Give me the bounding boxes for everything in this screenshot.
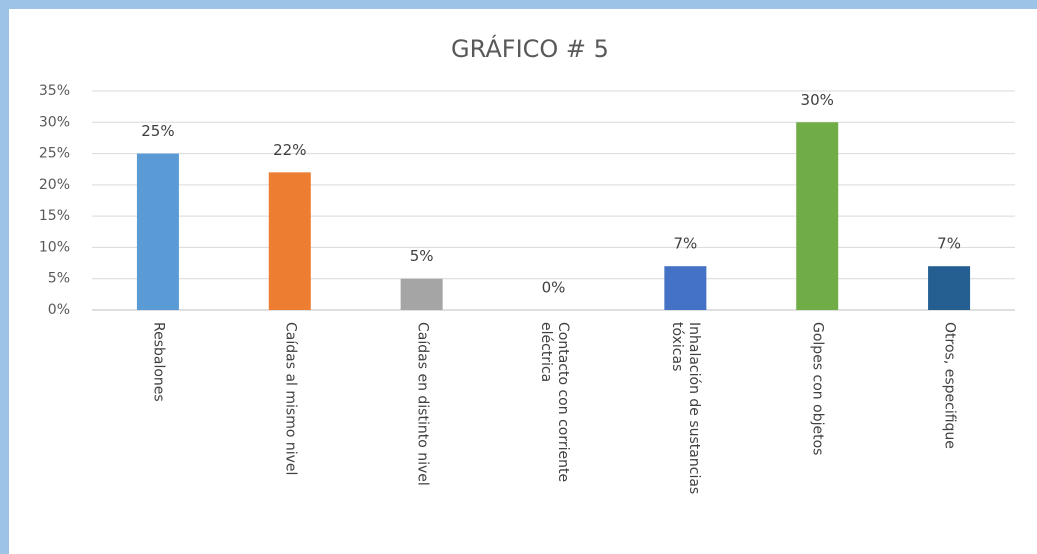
bar xyxy=(664,266,707,310)
data-label: 30% xyxy=(801,91,834,109)
y-tick-label: 0% xyxy=(48,302,70,318)
x-tick-label: Inhalación de sustancias tóxicas xyxy=(669,322,703,495)
data-label: 7% xyxy=(937,235,961,253)
x-tick-label: Resbalones xyxy=(150,322,167,402)
bar xyxy=(928,266,971,310)
x-tick-label: Caídas al mismo nivel xyxy=(282,322,299,476)
y-tick-label: 15% xyxy=(39,208,70,224)
y-tick-label: 10% xyxy=(39,239,70,255)
chart-title: GRÁFICO # 5 xyxy=(451,34,609,63)
y-tick-label: 35% xyxy=(39,83,70,99)
bar xyxy=(268,172,311,310)
data-label: 0% xyxy=(542,279,566,297)
data-label: 5% xyxy=(410,247,434,265)
x-tick-label: Caídas en distinto nivel xyxy=(414,322,431,486)
y-tick-label: 30% xyxy=(39,114,70,130)
data-label: 7% xyxy=(673,235,697,253)
x-tick-label: Golpes con objetos xyxy=(809,322,826,456)
y-tick-label: 5% xyxy=(48,271,70,287)
x-tick-label: Contacto con corriente eléctrica xyxy=(537,322,571,483)
bar xyxy=(796,122,839,311)
bar xyxy=(400,278,443,310)
data-label: 22% xyxy=(273,141,306,159)
bar xyxy=(136,153,179,310)
y-tick-label: 25% xyxy=(39,146,70,162)
data-label: 25% xyxy=(141,122,174,140)
x-tick-label: Otros, especifique xyxy=(941,322,958,449)
y-tick-label: 20% xyxy=(39,177,70,193)
